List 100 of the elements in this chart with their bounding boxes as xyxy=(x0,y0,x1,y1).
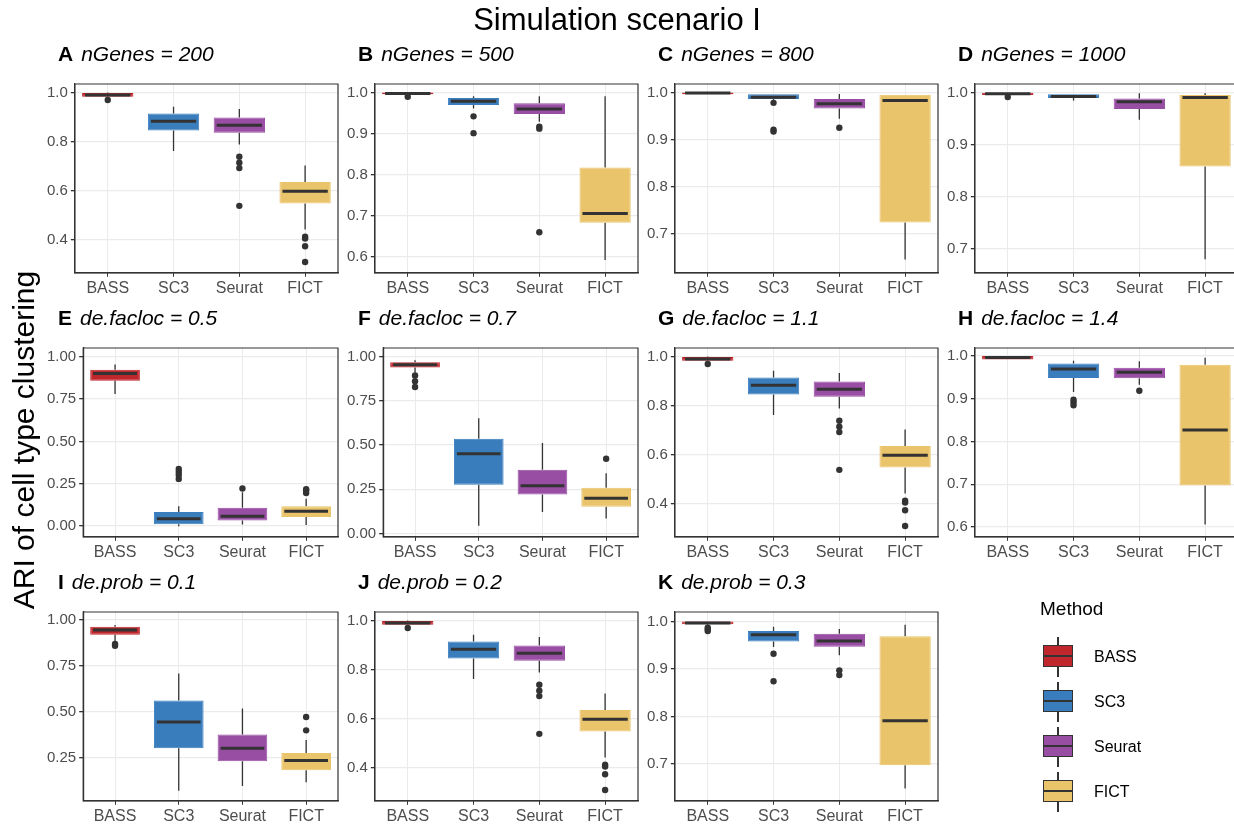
x-tick-label: SC3 xyxy=(457,806,490,824)
x-tick-label: FICT xyxy=(587,278,624,296)
y-tick-label: 0.8 xyxy=(346,164,368,182)
x-tick-label: FICT xyxy=(887,278,924,296)
x-tick-label: BASS xyxy=(986,278,1030,296)
y-tick-label: 0.75 xyxy=(46,656,77,674)
y-tick-label: 0.6 xyxy=(646,444,668,462)
y-tick-label: 0.6 xyxy=(346,246,368,264)
x-tick-label: BASS xyxy=(93,806,137,824)
x-tick-label: FICT xyxy=(1187,278,1224,296)
chart-title: B nGenes = 500 xyxy=(358,42,514,65)
y-tick-label: 0.8 xyxy=(46,131,68,149)
x-tick-label: Seurat xyxy=(815,806,864,824)
x-tick-label: SC3 xyxy=(757,806,790,824)
y-tick-label: 0.00 xyxy=(346,523,377,541)
x-tick-label: FICT xyxy=(887,806,924,824)
legend-label: FICT xyxy=(1094,782,1130,801)
y-tick-label: 0.8 xyxy=(646,176,668,194)
y-tick-label: 0.75 xyxy=(46,389,77,407)
y-tick-label: 0.75 xyxy=(346,391,377,409)
x-tick-label: FICT xyxy=(587,806,624,824)
legend-label: SC3 xyxy=(1094,692,1126,711)
x-tick-label: Seurat xyxy=(515,278,564,296)
y-tick-label: 0.8 xyxy=(646,395,668,413)
x-tick-label: FICT xyxy=(1187,542,1224,560)
text: ARI of cell type clustering xyxy=(7,270,41,610)
chart-title: I de.prob = 0.1 xyxy=(58,570,197,593)
y-tick-label: 0.8 xyxy=(946,186,968,204)
legend-label: Seurat xyxy=(1094,737,1142,756)
y-tick-label: 0.9 xyxy=(646,659,668,677)
x-tick-label: FICT xyxy=(287,278,324,296)
chart-title: A nGenes = 200 xyxy=(58,42,214,65)
y-tick-label: 0.25 xyxy=(346,479,377,497)
text: Simulation scenario I xyxy=(472,2,762,38)
y-tick-label: 1.00 xyxy=(346,346,377,364)
chart-title: K de.prob = 0.3 xyxy=(658,570,806,593)
x-tick-label: Seurat xyxy=(518,542,567,560)
y-tick-label: 0.8 xyxy=(346,659,368,677)
x-tick-label: BASS xyxy=(386,278,430,296)
x-tick-label: BASS xyxy=(686,278,730,296)
x-tick-label: BASS xyxy=(86,278,130,296)
x-tick-label: Seurat xyxy=(1115,278,1164,296)
y-tick-label: 0.7 xyxy=(346,205,368,223)
x-tick-label: Seurat xyxy=(815,542,864,560)
x-tick-label: Seurat xyxy=(218,806,267,824)
x-tick-label: SC3 xyxy=(157,278,190,296)
x-tick-label: Seurat xyxy=(215,278,264,296)
x-tick-label: SC3 xyxy=(1057,278,1090,296)
y-tick-label: 0.7 xyxy=(646,753,668,771)
x-tick-label: FICT xyxy=(288,542,325,560)
chart-title: J de.prob = 0.2 xyxy=(358,570,503,593)
y-tick-label: 0.25 xyxy=(46,473,77,491)
y-tick-label: 0.4 xyxy=(346,757,368,775)
y-tick-label: 1.0 xyxy=(646,346,668,364)
x-tick-label: FICT xyxy=(288,806,325,824)
y-tick-label: 0.50 xyxy=(346,435,377,453)
y-tick-label: 0.9 xyxy=(946,134,968,152)
x-tick-label: Seurat xyxy=(218,542,267,560)
y-tick-label: 1.00 xyxy=(46,346,77,364)
y-tick-label: 0.50 xyxy=(46,701,77,719)
x-tick-label: SC3 xyxy=(163,806,195,824)
y-tick-label: 0.9 xyxy=(946,388,968,406)
y-tick-label: 0.7 xyxy=(646,223,668,241)
x-tick-label: SC3 xyxy=(1057,542,1090,560)
x-tick-label: BASS xyxy=(93,542,137,560)
y-tick-label: 1.0 xyxy=(646,611,668,629)
y-tick-label: 1.0 xyxy=(946,346,968,364)
x-tick-label: BASS xyxy=(686,542,730,560)
y-tick-label: 0.6 xyxy=(46,180,68,198)
legend-label: BASS xyxy=(1094,647,1137,666)
y-tick-label: 0.00 xyxy=(46,516,77,534)
y-tick-label: 0.25 xyxy=(46,747,77,765)
y-tick-label: 1.00 xyxy=(46,610,77,628)
y-tick-label: 0.8 xyxy=(946,431,968,449)
y-tick-label: 0.7 xyxy=(946,474,968,492)
legend-title: Method xyxy=(1040,598,1105,620)
x-tick-label: Seurat xyxy=(1115,542,1164,560)
y-tick-label: 0.6 xyxy=(346,708,368,726)
chart-title: G de.facloc = 1.1 xyxy=(658,306,820,329)
chart-title: C nGenes = 800 xyxy=(658,42,814,65)
x-tick-label: BASS xyxy=(393,542,437,560)
x-tick-label: SC3 xyxy=(163,542,195,560)
y-tick-label: 0.4 xyxy=(646,493,668,511)
y-tick-label: 1.0 xyxy=(46,82,68,100)
y-tick-label: 0.9 xyxy=(646,129,668,147)
y-tick-label: 1.0 xyxy=(946,82,968,100)
y-tick-label: 0.6 xyxy=(946,517,968,535)
y-tick-label: 0.7 xyxy=(946,238,968,256)
y-tick-label: 1.0 xyxy=(346,82,368,100)
x-tick-label: SC3 xyxy=(757,542,790,560)
chart-title: H de.facloc = 1.4 xyxy=(958,306,1119,329)
y-tick-label: 1.0 xyxy=(646,82,668,100)
x-tick-label: SC3 xyxy=(457,278,490,296)
x-tick-label: Seurat xyxy=(815,278,864,296)
chart-title: F de.facloc = 0.7 xyxy=(358,306,517,329)
y-tick-label: 0.8 xyxy=(646,706,668,724)
chart-title: E de.facloc = 0.5 xyxy=(58,306,218,329)
x-tick-label: BASS xyxy=(386,806,430,824)
y-tick-label: 0.4 xyxy=(46,229,68,247)
x-tick-label: BASS xyxy=(686,806,730,824)
